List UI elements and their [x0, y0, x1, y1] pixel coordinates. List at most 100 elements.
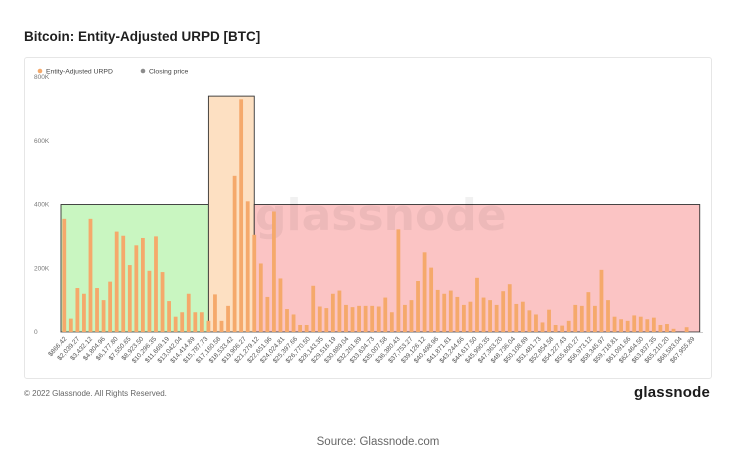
bar	[311, 285, 316, 332]
bar	[579, 305, 584, 332]
bar	[429, 267, 434, 332]
bar	[154, 236, 158, 332]
bar	[330, 293, 335, 332]
bar	[101, 300, 106, 332]
bar	[638, 316, 643, 332]
bar	[553, 324, 558, 332]
bar	[337, 290, 342, 332]
bars	[62, 99, 689, 332]
y-tick-label: 200K	[34, 265, 50, 272]
bar	[475, 277, 479, 332]
bar	[121, 235, 126, 332]
bar	[232, 175, 237, 332]
bar	[501, 291, 506, 332]
bar	[684, 327, 689, 332]
bar	[403, 304, 407, 332]
chart-title: Bitcoin: Entity-Adjusted URPD [BTC]	[24, 29, 261, 44]
bar	[252, 234, 257, 332]
bar	[461, 304, 466, 332]
bar	[160, 272, 165, 332]
y-tick-label: 800K	[34, 74, 50, 81]
bar	[213, 294, 217, 332]
bar	[180, 312, 185, 332]
bar	[199, 312, 204, 332]
bar	[363, 305, 368, 332]
bar	[62, 218, 67, 332]
bar	[625, 320, 630, 332]
bar	[547, 309, 551, 332]
bar	[370, 305, 375, 332]
bar	[272, 211, 276, 332]
bar	[68, 318, 73, 332]
bar	[167, 301, 171, 332]
legend-marker-urpd	[37, 68, 43, 74]
bar	[665, 324, 669, 332]
bar	[317, 306, 322, 332]
bar	[442, 293, 447, 332]
bar	[612, 316, 617, 332]
bar	[245, 201, 250, 332]
bar	[239, 99, 244, 332]
bar	[357, 305, 361, 332]
legend[interactable]: Entity-Adjusted URPD Closing price	[37, 68, 189, 76]
bar	[173, 316, 178, 332]
bar	[95, 288, 99, 332]
watermark: glassnode	[255, 190, 507, 241]
bar	[88, 218, 93, 332]
bar	[350, 307, 355, 332]
source-caption: Source: Glassnode.com	[316, 436, 440, 448]
bar	[658, 324, 663, 332]
bar	[488, 300, 492, 332]
bar	[108, 281, 113, 332]
bar	[448, 290, 453, 332]
bar	[383, 297, 388, 332]
bar	[560, 325, 565, 332]
bar	[645, 319, 650, 332]
bar	[520, 301, 525, 332]
bar	[435, 289, 440, 332]
copyright-text: © 2022 Glassnode. All Rights Reserved.	[24, 389, 167, 398]
bar	[278, 278, 283, 332]
y-axis: 0 200K 400K 600K 800K	[34, 74, 50, 336]
bar	[324, 308, 329, 332]
legend-label-urpd: Entity-Adjusted URPD	[46, 69, 113, 76]
bar	[127, 265, 132, 332]
bar	[534, 314, 538, 332]
bar	[507, 284, 512, 332]
bar	[573, 304, 578, 332]
bar	[206, 320, 211, 332]
y-tick-label: 0	[34, 329, 38, 336]
bar	[468, 301, 473, 332]
bar	[226, 305, 230, 332]
legend-marker-closing-price	[140, 68, 146, 74]
bar	[140, 237, 145, 332]
bar	[606, 300, 610, 332]
bar	[632, 315, 637, 332]
bar	[540, 322, 545, 332]
bar	[298, 324, 303, 332]
bar	[134, 245, 139, 332]
bar	[193, 312, 198, 332]
bar	[376, 306, 381, 332]
bar	[527, 310, 532, 332]
zone-2	[253, 204, 701, 333]
x-axis: $866.42$2,039.27$3,432.12$4,804.96$6,177…	[47, 332, 703, 365]
bar	[389, 312, 394, 332]
bar	[671, 328, 676, 332]
glassnode-logo[interactable]: glassnode	[634, 384, 710, 401]
bar	[593, 305, 597, 332]
bar	[416, 281, 420, 332]
bar	[422, 252, 427, 332]
legend-label-closing-price: Closing price	[149, 69, 189, 76]
bar	[258, 263, 263, 332]
bar	[514, 303, 519, 332]
bar	[265, 296, 270, 332]
chart-svg: Entity-Adjusted URPD Closing price glass…	[34, 68, 703, 365]
bar	[186, 293, 191, 332]
bar	[651, 317, 656, 332]
zones	[60, 95, 701, 333]
y-tick-label: 400K	[34, 202, 50, 209]
bar	[291, 314, 296, 332]
bar	[147, 270, 152, 332]
bar	[75, 288, 80, 332]
